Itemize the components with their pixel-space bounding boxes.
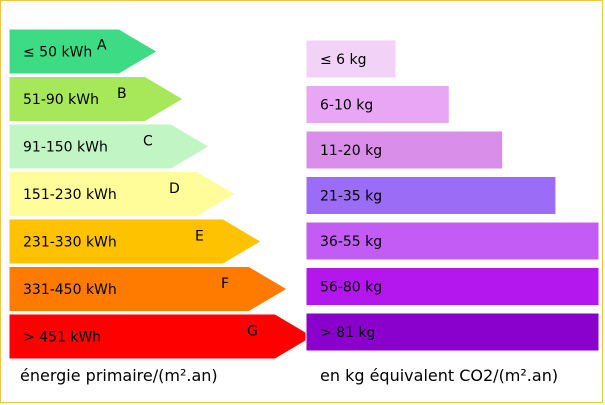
energy-bar-label: ≤ 50 kWh — [23, 45, 92, 61]
co2-bar-3 — [305, 130, 504, 170]
energy-bars: ≤ 50 kWh A 51-90 kWh B 91-150 kWh C 151-230 kW… — [8, 28, 314, 360]
energy-bar-d — [8, 171, 236, 217]
energy-bar-label: 51-90 kWh — [23, 92, 99, 108]
energy-grade-letter: B — [117, 86, 127, 102]
co2-bar-label: 6-10 kg — [320, 98, 373, 114]
energy-grade-letter: A — [97, 38, 107, 54]
co2-axis-caption: en kg équivalent CO2/(m².an) — [320, 366, 558, 385]
co2-bars: ≤ 6 kg 6-10 kg 11-20 kg 21-35 kg 36-55 kg 56-… — [305, 39, 600, 352]
energy-bar-label: > 451 kWh — [23, 330, 101, 346]
energy-grade-letter: G — [247, 324, 258, 340]
co2-bar-6 — [305, 267, 600, 306]
energy-bar-label: 151-230 kWh — [23, 187, 117, 203]
energy-grade-letter: E — [195, 229, 204, 245]
co2-bar-2 — [305, 85, 450, 124]
energy-grade-letter: F — [221, 276, 229, 292]
co2-bar-label: > 81 kg — [320, 325, 375, 341]
energy-axis-caption: énergie primaire/(m².an) — [20, 366, 218, 385]
co2-bar-label: ≤ 6 kg — [320, 52, 367, 68]
co2-bar-7 — [305, 312, 600, 352]
energy-bar-g — [8, 313, 314, 360]
energy-bar-label: 331-450 kWh — [23, 282, 117, 298]
energy-bar-b — [8, 76, 184, 122]
energy-bar-label: 91-150 kWh — [23, 140, 108, 156]
energy-bar-c — [8, 123, 210, 170]
energy-bar-e — [8, 218, 262, 265]
energy-grade-letter: C — [143, 134, 153, 150]
energy-bar-f — [8, 266, 288, 312]
energy-grade-letter: D — [169, 181, 180, 197]
energy-bar-a — [8, 28, 158, 75]
co2-bar-label: 36-55 kg — [320, 234, 382, 250]
co2-bar-5 — [305, 221, 600, 261]
co2-bar-label: 56-80 kg — [320, 280, 382, 296]
energy-bar-label: 231-330 kWh — [23, 235, 117, 251]
co2-bar-1 — [305, 39, 397, 79]
co2-bar-label: 21-35 kg — [320, 189, 382, 205]
co2-bar-4 — [305, 176, 557, 215]
co2-bar-label: 11-20 kg — [320, 143, 382, 159]
